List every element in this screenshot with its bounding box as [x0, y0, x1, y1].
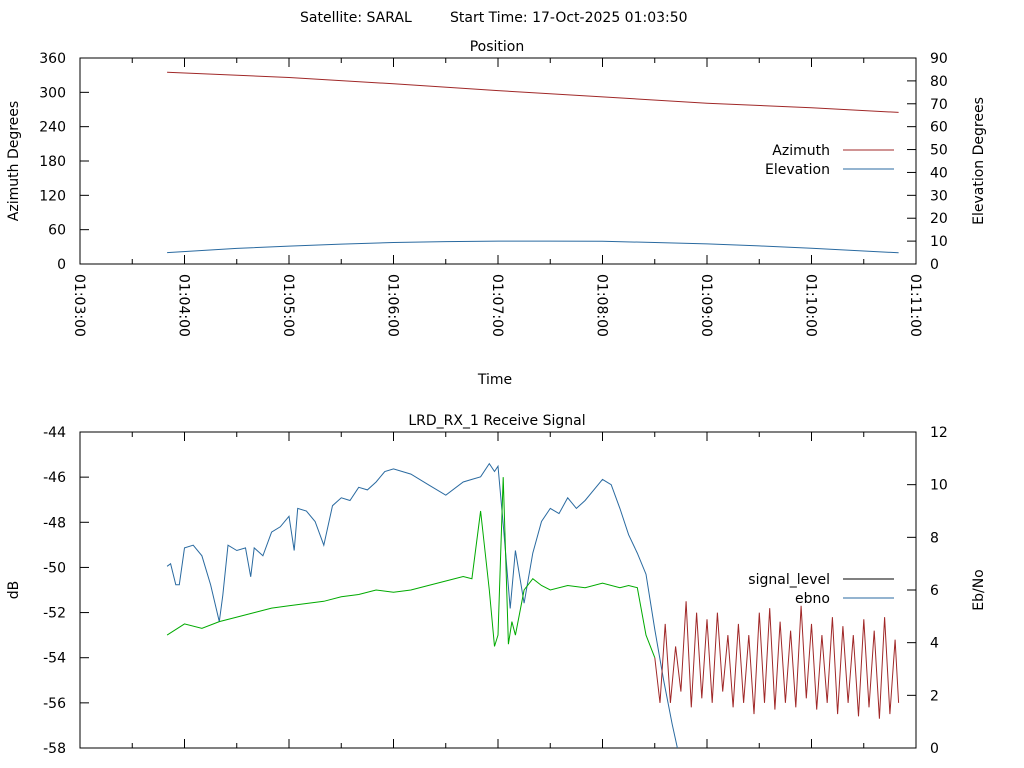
- x-tick-label: 01:07:00: [489, 274, 505, 337]
- receive-signal-axis-ticks: -44 -46 -48 -50 -52 -54 -56 -58 12 10 8 6 4 2 0: [43, 425, 948, 757]
- y2-tick-label: 8: [930, 530, 939, 546]
- y-tick-label: -56: [43, 696, 66, 712]
- series-line-1-0: [166, 462, 678, 749]
- y-tick-label: -44: [43, 425, 66, 441]
- y2-tick-label: 90: [930, 51, 948, 67]
- y2-tick-label: 40: [930, 165, 948, 181]
- legend-label: ebno: [795, 591, 830, 607]
- y-tick-label: 180: [39, 154, 66, 170]
- x-tick-label: 01:11:00: [907, 274, 923, 337]
- y2-tick-label: 10: [930, 234, 948, 250]
- y-tick-label: -50: [43, 560, 66, 576]
- y-tick-label: 240: [39, 120, 66, 136]
- x-tick-label: 01:05:00: [280, 274, 296, 337]
- y-tick-label: -48: [43, 515, 66, 531]
- position-legend: Azimuth Elevation: [765, 143, 894, 178]
- x-tick-label: 01:03:00: [71, 274, 87, 337]
- y-tick-label: 0: [57, 257, 66, 273]
- y-tick-label: -58: [43, 741, 66, 757]
- y-tick-label: 120: [39, 188, 66, 204]
- y2-tick-label: 4: [930, 636, 939, 652]
- position-x-axis-label: Time: [477, 372, 512, 388]
- position-series: [167, 71, 899, 254]
- receive-signal-y2-axis-label: Eb/No: [971, 569, 987, 611]
- x-tick-label: 01:08:00: [594, 274, 610, 337]
- y-tick-label: 300: [39, 85, 66, 101]
- series-line-1-2: [654, 601, 900, 719]
- y2-tick-label: 0: [930, 741, 939, 757]
- x-tick-label: 01:10:00: [803, 274, 819, 337]
- y2-tick-label: 0: [930, 257, 939, 273]
- y-tick-label: -54: [43, 651, 66, 667]
- position-y2-axis-label: Elevation Degrees: [971, 97, 987, 225]
- x-tick-label: 01:04:00: [176, 274, 192, 337]
- receive-signal-chart: LRD_RX_1 Receive Signal dB Eb/No -44-46-…: [6, 413, 987, 757]
- receive-signal-y-axis-label: dB: [6, 581, 22, 600]
- series-line-0-1: [167, 240, 899, 254]
- y2-tick-label: 20: [930, 211, 948, 227]
- position-chart-title: Position: [470, 39, 525, 55]
- legend-label: Azimuth: [772, 143, 830, 159]
- series-line-1-1: [166, 477, 656, 658]
- x-tick-label: 01:06:00: [385, 274, 401, 337]
- y-tick-label: -52: [43, 606, 66, 622]
- y-tick-label: 60: [48, 223, 66, 239]
- receive-signal-chart-title: LRD_RX_1 Receive Signal: [408, 413, 585, 429]
- x-tick-label: 01:09:00: [698, 274, 714, 337]
- legend-label: Elevation: [765, 162, 830, 178]
- legend-label: signal_level: [748, 572, 830, 588]
- y-tick-label: -46: [43, 470, 66, 486]
- receive-signal-plot-frame: [79, 431, 917, 749]
- position-chart: Position Azimuth Degrees Elevation Degre…: [6, 39, 987, 388]
- y2-tick-label: 10: [930, 478, 948, 494]
- position-plot-frame: [79, 57, 917, 265]
- y2-tick-label: 80: [930, 74, 948, 90]
- y2-tick-label: 70: [930, 97, 948, 113]
- y2-tick-label: 50: [930, 143, 948, 159]
- y2-tick-label: 6: [930, 583, 939, 599]
- position-y-axis-label: Azimuth Degrees: [6, 101, 22, 221]
- series-line-0-0: [167, 71, 899, 113]
- start-time-label: Start Time: 17-Oct-2025 01:03:50: [450, 10, 688, 26]
- y2-tick-label: 12: [930, 425, 948, 441]
- y2-tick-label: 30: [930, 188, 948, 204]
- satellite-label: Satellite: SARAL: [300, 10, 412, 26]
- y2-tick-label: 2: [930, 688, 939, 704]
- receive-signal-series: [166, 462, 900, 749]
- y2-tick-label: 60: [930, 120, 948, 136]
- y-tick-label: 360: [39, 51, 66, 67]
- position-axis-ticks: 01:03:00 01:04:00 01:05:00 01:06:00 01:07:00…: [39, 51, 948, 337]
